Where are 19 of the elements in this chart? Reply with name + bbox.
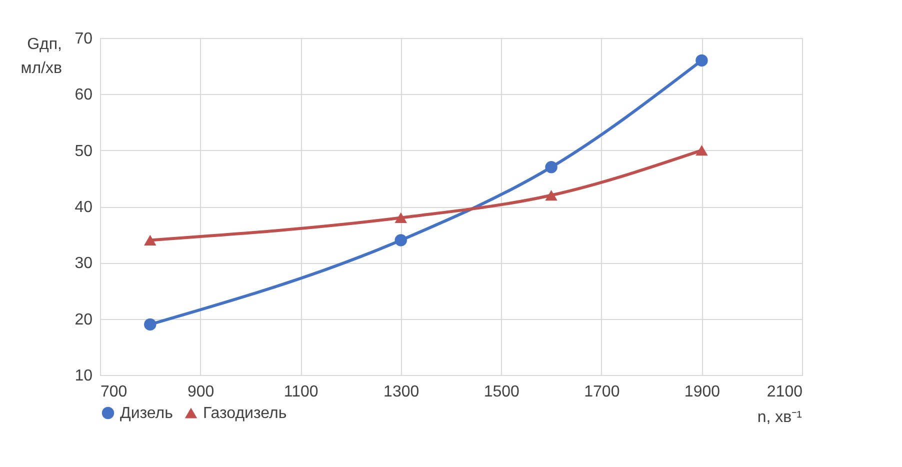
x-tick-label: 1300 xyxy=(384,384,420,400)
x-tick-label: 1500 xyxy=(484,384,520,400)
x-tick-label: 1900 xyxy=(684,384,720,400)
x-tick-label: 1100 xyxy=(284,384,318,400)
y-tick-label: 70 xyxy=(74,30,93,48)
y-tick-label: 20 xyxy=(74,311,93,328)
y-tick-label: 30 xyxy=(74,255,93,272)
x-tick-label: 1700 xyxy=(584,384,620,400)
y-axis-title: Gдп, мл/хв xyxy=(20,36,62,77)
y-tick-label: 40 xyxy=(74,199,93,216)
legend-label: Дизель xyxy=(120,405,173,422)
x-tick-label: 700 xyxy=(100,384,128,400)
x-tick-label: 900 xyxy=(187,384,214,400)
y-tick-label: 60 xyxy=(74,86,93,104)
x-tick-label: 2100 xyxy=(766,384,803,400)
y-tick-label: 50 xyxy=(74,142,93,160)
y-tick-label: 10 xyxy=(74,368,93,384)
x-axis-title: n, хв⁻¹ xyxy=(757,409,802,426)
legend-label: Газодизель xyxy=(203,405,287,422)
